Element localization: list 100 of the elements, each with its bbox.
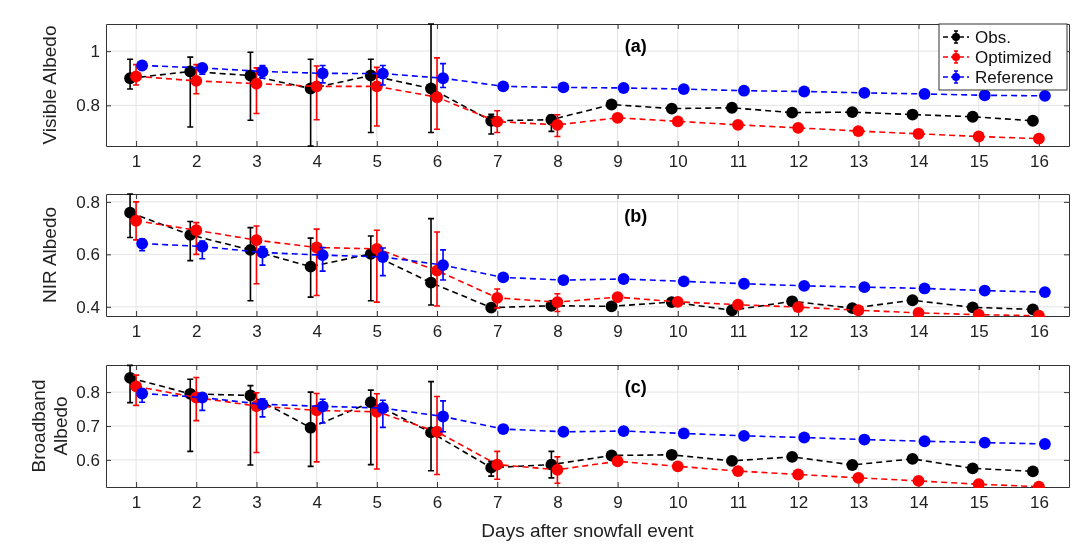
x-tick-label: 7	[492, 322, 503, 342]
point	[798, 431, 811, 444]
x-tick-label: 10	[668, 493, 688, 513]
point	[665, 448, 678, 461]
point	[551, 118, 564, 131]
x-tick-label: 3	[252, 152, 262, 172]
point	[304, 421, 317, 434]
point	[852, 471, 865, 484]
point	[677, 427, 690, 440]
point	[726, 101, 738, 114]
point	[972, 478, 985, 488]
point	[196, 391, 209, 404]
x-tick-label: 16	[1029, 493, 1049, 513]
x-tick-label: 5	[372, 322, 383, 342]
legend-label: Optimized	[975, 48, 1052, 67]
x-tick-label: 15	[969, 493, 989, 513]
point	[1039, 89, 1051, 102]
point	[497, 271, 510, 284]
legend-label: Obs.	[975, 28, 1011, 47]
x-tick-label: 16	[1029, 322, 1049, 342]
point	[732, 465, 744, 477]
point	[978, 436, 991, 449]
point	[605, 98, 618, 111]
x-tick-label: 9	[613, 493, 623, 513]
x-tick-label: 1	[131, 322, 142, 342]
point	[858, 281, 871, 294]
point	[244, 389, 257, 402]
x-tick-label: 14	[909, 493, 929, 513]
point	[912, 127, 925, 140]
annotation: (c)	[624, 377, 647, 397]
point	[1039, 438, 1051, 450]
x-tick-label: 7	[492, 493, 503, 513]
point	[611, 291, 624, 304]
point	[190, 224, 203, 237]
x-tick-label: 1	[131, 152, 142, 172]
point	[732, 118, 744, 131]
x-tick-label: 12	[789, 322, 809, 342]
x-tick-label: 11	[729, 493, 748, 513]
point	[617, 425, 630, 437]
x-tick-label: 5	[372, 152, 383, 172]
x-tick-label: 4	[312, 152, 322, 172]
point	[370, 80, 383, 93]
y-tick-label: 0.6	[76, 245, 100, 265]
point	[671, 295, 684, 308]
y-axis-title: Broadband Albedo	[28, 379, 71, 473]
point	[858, 433, 871, 446]
x-tick-label: 12	[789, 152, 809, 172]
point	[497, 80, 510, 93]
point	[551, 296, 564, 308]
point	[136, 59, 149, 72]
point	[792, 301, 805, 313]
point	[1026, 114, 1039, 127]
point	[304, 260, 317, 273]
y-axis-title: Visible Albedo	[39, 25, 60, 145]
point	[136, 387, 149, 400]
x-tick-label: 10	[668, 152, 688, 172]
point	[677, 275, 690, 288]
point	[738, 84, 750, 97]
y-tick-label: 0.7	[76, 416, 100, 436]
point	[491, 458, 504, 471]
annotation: (b)	[624, 206, 648, 226]
y-axis-title: NIR Albedo	[39, 206, 60, 304]
point	[316, 67, 329, 80]
point	[617, 82, 630, 94]
x-tick-label: 4	[312, 322, 322, 342]
point	[485, 301, 498, 314]
y-tick-label: 0.8	[76, 192, 100, 212]
x-tick-label: 3	[252, 493, 262, 513]
point	[906, 108, 919, 121]
point	[557, 81, 570, 94]
point	[972, 130, 985, 143]
point	[256, 246, 269, 259]
point	[677, 83, 690, 95]
point	[726, 455, 738, 467]
point	[551, 463, 564, 476]
point	[918, 88, 931, 100]
x-tick-label: 5	[372, 493, 383, 513]
point	[852, 125, 865, 137]
point	[1032, 132, 1045, 145]
point	[611, 111, 624, 124]
point	[605, 300, 618, 313]
point	[846, 106, 859, 119]
x-tick-label: 13	[849, 322, 869, 342]
point	[978, 284, 991, 297]
point	[906, 294, 919, 307]
x-tick-label: 10	[668, 322, 688, 342]
point	[250, 234, 263, 247]
x-tick-label: 2	[192, 322, 202, 342]
point	[130, 70, 143, 83]
x-tick-label: 15	[969, 152, 989, 172]
point	[846, 459, 859, 471]
point	[364, 396, 377, 409]
x-tick-label: 2	[192, 493, 202, 513]
point	[256, 398, 269, 411]
point	[798, 85, 811, 98]
point	[665, 102, 678, 115]
point	[611, 455, 624, 468]
point	[425, 276, 437, 289]
point	[671, 460, 684, 473]
y-tick-label: 1	[90, 42, 100, 62]
